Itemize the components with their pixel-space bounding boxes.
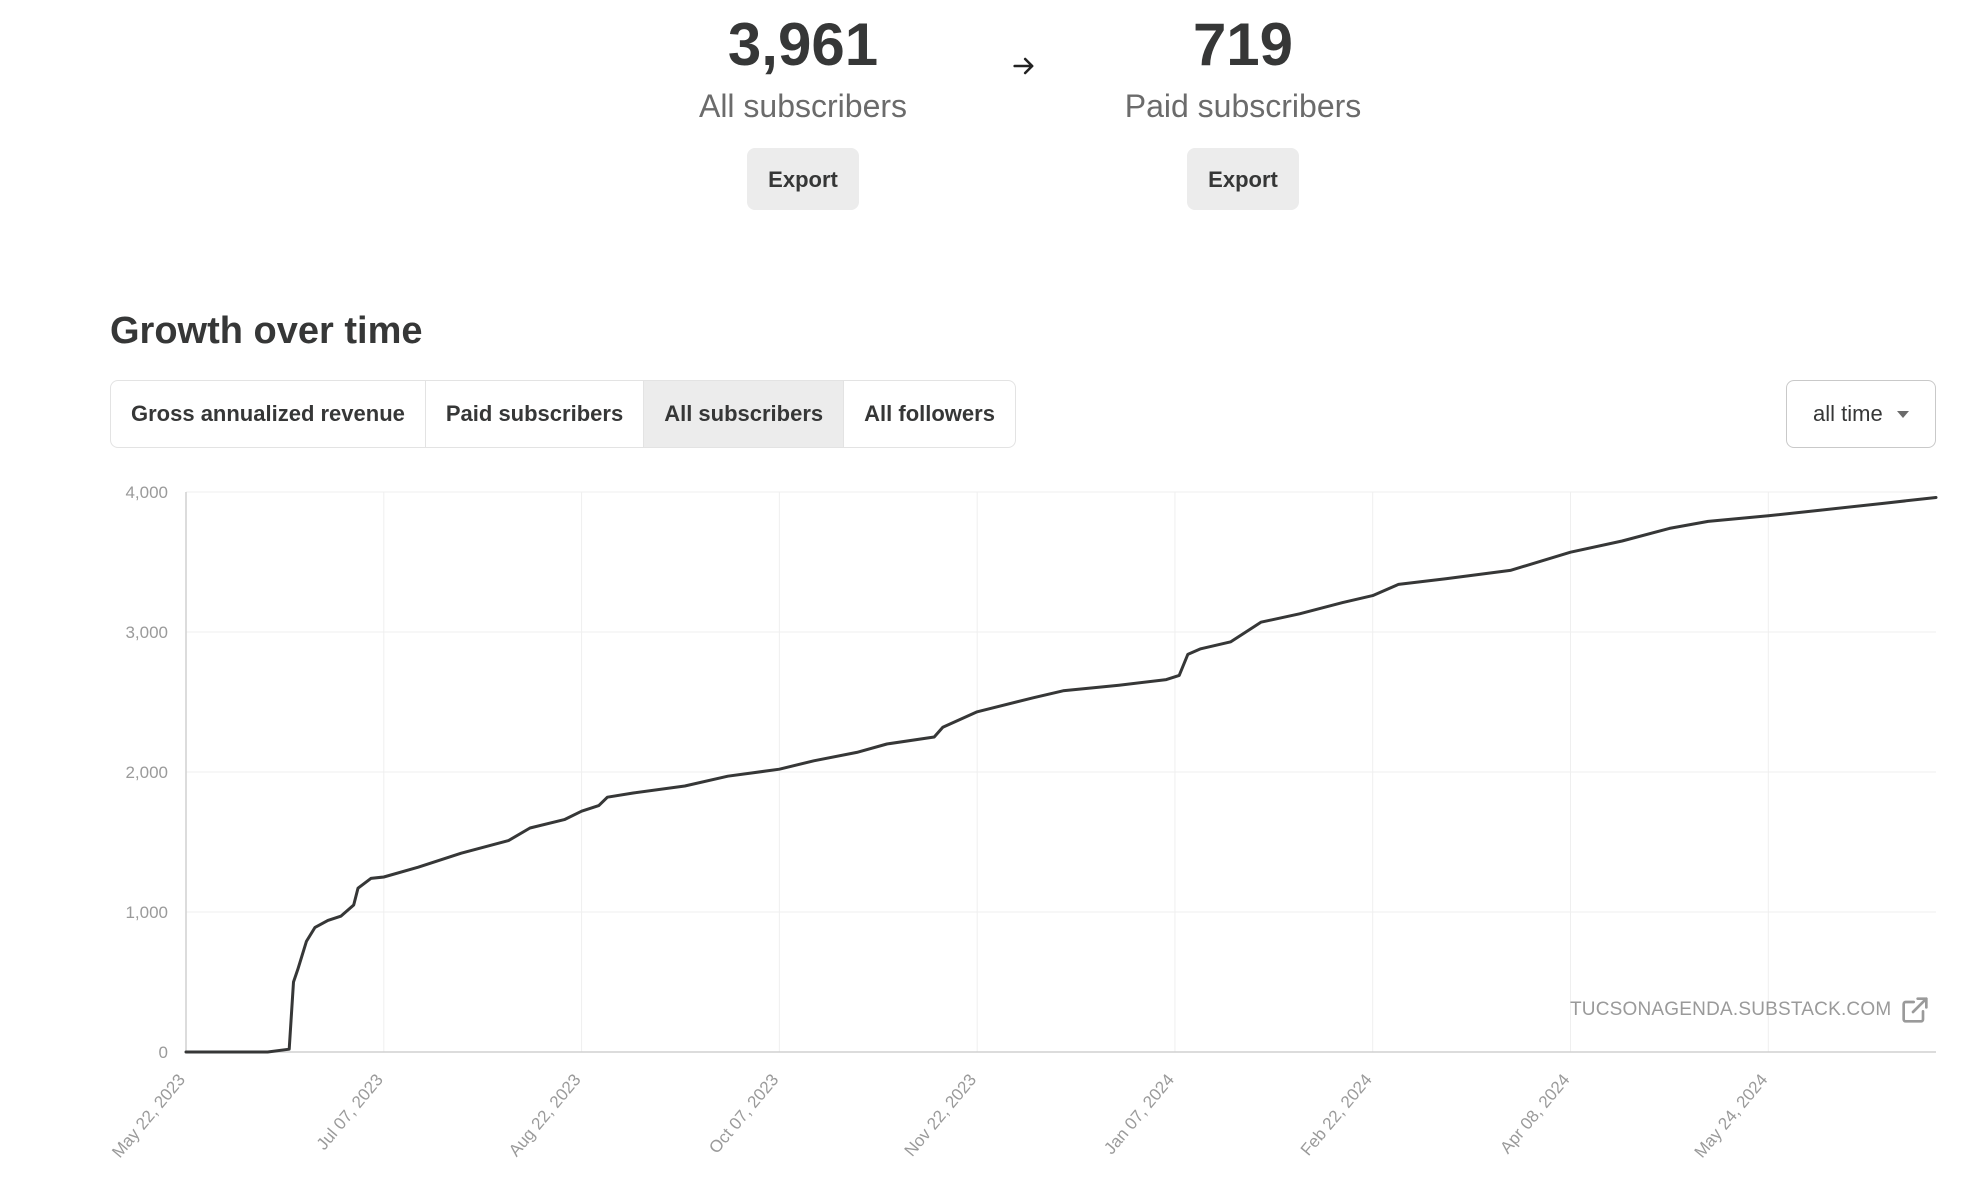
x-tick-label: Oct 07, 2023 — [705, 1070, 782, 1157]
y-tick-label: 1,000 — [125, 903, 168, 922]
y-tick-label: 3,000 — [125, 623, 168, 642]
export-paid-subscribers-button[interactable]: Export — [1187, 148, 1299, 210]
stat-paid-subscribers: 719 Paid subscribers Export — [1083, 0, 1403, 210]
y-tick-label: 2,000 — [125, 763, 168, 782]
all-subscribers-label: All subscribers — [698, 88, 908, 124]
chart-grid — [186, 491, 1936, 1052]
tab-gross-annualized-revenue[interactable]: Gross annualized revenue — [111, 381, 426, 447]
x-tick-label: Apr 08, 2024 — [1496, 1070, 1573, 1157]
growth-chart: 0 1,000 2,000 3,000 4,000 May 22, 2023 Jul 07… — [108, 483, 1938, 1161]
tab-paid-subscribers[interactable]: Paid subscribers — [426, 381, 645, 447]
y-tick-label: 0 — [159, 1043, 168, 1062]
paid-subscribers-label: Paid subscribers — [1124, 88, 1362, 124]
arrow-right-icon — [1013, 57, 1034, 75]
time-range-select[interactable]: all time — [1786, 380, 1936, 448]
y-tick-label: 4,000 — [125, 483, 168, 502]
series-lines — [184, 496, 1938, 1054]
publication-domain: TUCSONAGENDA.SUBSTACK.COM — [1570, 999, 1892, 1020]
chart-axes — [185, 492, 1936, 1053]
tab-all-followers[interactable]: All followers — [864, 401, 995, 426]
growth-section-title: Growth over time — [110, 310, 423, 352]
time-range-value: all time — [1813, 401, 1883, 426]
x-tick-label: Aug 22, 2023 — [505, 1070, 585, 1160]
x-tick-label: Jan 07, 2024 — [1100, 1070, 1178, 1158]
y-axis-ticks: 0 1,000 2,000 3,000 4,000 — [125, 483, 168, 1062]
stat-all-subscribers: 3,961 All subscribers Export — [643, 0, 963, 210]
metric-tabs: Gross annualized revenue Paid subscriber… — [110, 380, 1016, 448]
series-line-all-subscribers — [184, 496, 1938, 1054]
x-axis-ticks: May 22, 2023 Jul 07, 2023 Aug 22, 2023 Oct … — [108, 1070, 1771, 1161]
external-link-icon — [1902, 997, 1929, 1023]
x-tick-label: Feb 22, 2024 — [1297, 1070, 1376, 1159]
caret-down-icon — [1897, 411, 1909, 418]
export-all-subscribers-button[interactable]: Export — [747, 148, 859, 210]
x-tick-label: Nov 22, 2023 — [901, 1070, 981, 1160]
x-tick-label: May 22, 2023 — [108, 1070, 189, 1161]
all-subscribers-count: 3,961 — [727, 11, 879, 78]
x-tick-label: Jul 07, 2023 — [313, 1070, 387, 1153]
publication-watermark[interactable]: TUCSONAGENDA.SUBSTACK.COM — [1570, 994, 1931, 1026]
x-tick-label: May 24, 2024 — [1691, 1070, 1772, 1161]
paid-subscribers-count: 719 — [1192, 11, 1294, 78]
tab-all-subscribers[interactable]: All subscribers — [644, 381, 845, 447]
